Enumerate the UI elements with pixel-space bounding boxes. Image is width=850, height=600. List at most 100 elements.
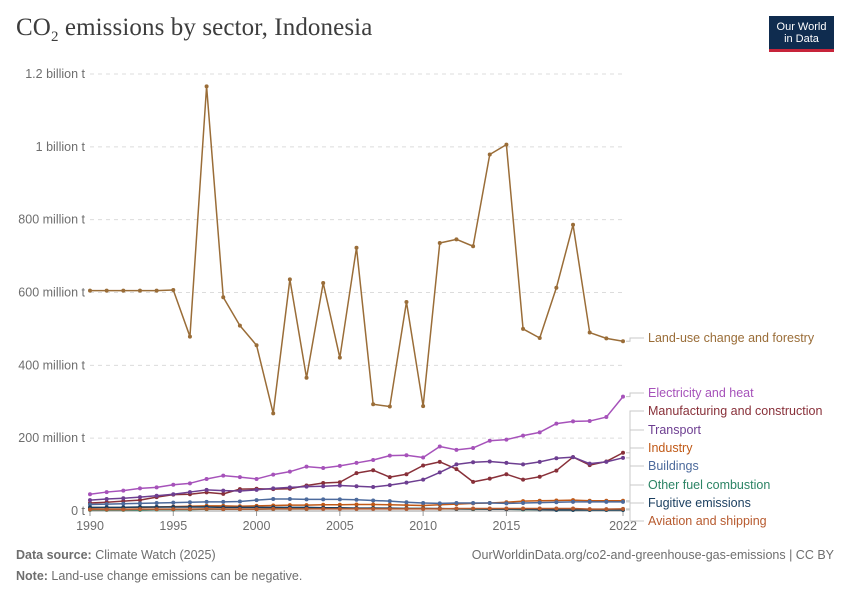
data-point [387,453,392,458]
data-point [221,499,226,504]
data-point [287,277,292,282]
data-point [587,507,592,512]
data-point [521,500,526,505]
data-point [88,492,92,497]
data-point [571,455,576,460]
owid-logo[interactable]: Our World in Data [769,16,834,52]
data-point [121,501,126,506]
data-point [421,455,426,460]
data-point [621,506,625,511]
data-point [121,496,126,501]
data-point [454,462,459,467]
label-connector [626,484,644,511]
data-point [354,506,359,511]
data-point [271,486,276,491]
data-point [487,500,492,505]
data-point [137,486,142,491]
data-point [487,438,492,443]
data-point [554,456,559,461]
data-point [421,477,426,482]
data-point [154,500,159,505]
data-point [437,444,442,449]
label-connector [626,465,644,503]
data-point [354,502,359,507]
data-point [404,480,409,485]
data-point [187,500,192,505]
data-point [587,461,592,466]
data-point [554,468,559,473]
data-point [354,484,359,489]
data-point [487,506,492,511]
data-point [537,336,542,341]
data-point [237,507,242,512]
data-point [387,475,392,480]
data-point [471,445,476,450]
x-tick-label: 2010 [409,519,437,533]
data-point [137,288,142,293]
data-point [587,499,592,504]
data-point [621,499,625,504]
data-point [437,470,442,475]
data-point [387,499,392,504]
data-point [304,375,309,380]
y-tick-label: 0 t [71,504,85,518]
data-point [487,459,492,464]
data-point [204,499,209,504]
data-point [371,498,376,503]
data-point [171,507,176,512]
data-point [287,496,292,501]
data-point [187,334,192,339]
data-point [354,245,359,250]
data-point [421,500,426,505]
x-tick-label: 2015 [493,519,521,533]
series-line-1 [89,396,624,495]
label-connector [626,392,644,398]
data-point [204,487,209,492]
data-point [537,474,542,479]
data-point [254,498,259,503]
data-point [371,484,376,489]
data-point [454,500,459,505]
data-point [421,463,426,468]
data-point [537,459,542,464]
data-point [504,460,509,465]
chart-note: Note: Land-use change emissions can be n… [16,569,303,583]
data-point [437,240,442,245]
data-point [88,502,92,507]
data-point [454,506,459,511]
series-label-5: Buildings [648,459,699,473]
data-point [254,487,259,492]
data-point [454,447,459,452]
series-label-8: Aviation and shipping [648,514,767,528]
data-point [604,336,609,341]
data-point [387,483,392,488]
data-point [354,460,359,465]
data-point [437,459,442,464]
data-point [571,419,576,424]
data-point [137,498,142,503]
data-point [504,506,509,511]
data-point [237,475,242,480]
data-point [471,244,476,249]
data-point [454,467,459,472]
source-url[interactable]: OurWorldinData.org/co2-and-greenhouse-ga… [471,548,834,562]
data-point [521,433,526,438]
data-point [254,507,259,512]
data-point [171,492,176,497]
data-point [221,491,226,496]
data-point [121,288,126,293]
data-point [571,222,576,227]
data-point [254,343,259,348]
data-point [537,506,542,511]
x-tick-label: 1990 [76,519,104,533]
data-point [121,488,126,493]
data-point [604,499,609,504]
data-point [271,496,276,501]
data-point [287,506,292,511]
series-label-2: Manufacturing and construction [648,404,822,418]
label-connector [626,447,644,502]
data-point [104,288,109,293]
data-point [621,394,625,399]
data-point [337,480,342,485]
data-point [154,507,159,512]
